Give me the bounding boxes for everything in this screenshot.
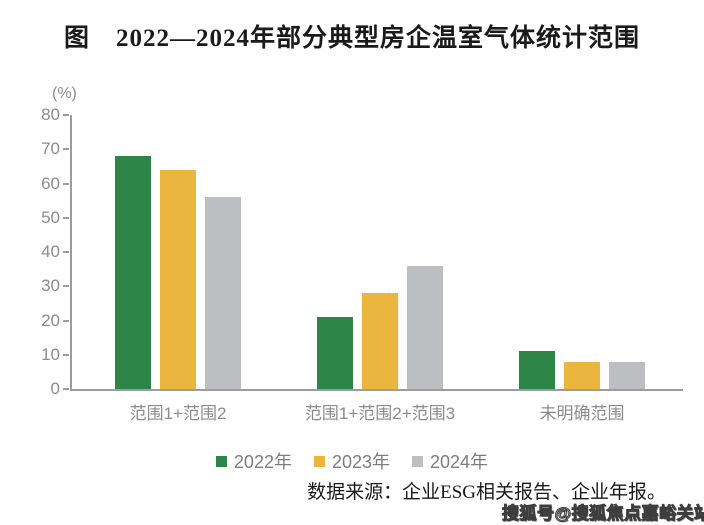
legend-label: 2022年 — [233, 452, 292, 472]
watermark: 搜狐号@搜狐焦点嘉峪关站 — [502, 504, 704, 524]
y-tick-mark — [63, 285, 69, 288]
legend-swatch-icon — [412, 455, 424, 467]
bar-2023年-范围1+范围2 — [160, 169, 196, 389]
legend-swatch-icon — [313, 455, 325, 467]
legend-label: 2024年 — [430, 452, 489, 472]
x-category-label: 范围1+范围2+范围3 — [304, 404, 456, 423]
legend-item-2024年: 2024年 — [412, 448, 488, 474]
y-tick-label: 50 — [41, 207, 60, 227]
legend-label: 2023年 — [331, 452, 391, 472]
y-tick-mark — [63, 114, 69, 116]
plot-area: 0 10 20 30 40 50 60 70 80 范围1+范围2 范围1+范围2+范围3 未明确范围 — [41, 105, 683, 423]
bar-2022年-范围1+范围2 — [115, 156, 151, 389]
bar-2024年-范围1+范围2+范围3 — [407, 265, 443, 389]
y-tick-mark — [63, 319, 69, 322]
bar-2023年-范围1+范围2+范围3 — [362, 293, 398, 389]
legend-swatch-icon — [215, 455, 227, 467]
y-tick-label: 30 — [41, 276, 60, 296]
y-tick-mark — [63, 182, 69, 185]
y-tick-mark — [63, 148, 69, 151]
y-tick-mark — [63, 251, 69, 253]
bar-2022年-范围1+范围2+范围3 — [317, 317, 353, 389]
chart-title: 图 2022—2024年部分典型房企温室气体统计范围 — [63, 25, 640, 52]
chart-legend: 2022年 2023年 2024年 — [0, 448, 704, 474]
bar-2024年-未明确范围 — [609, 361, 645, 389]
y-tick-label: 70 — [41, 139, 60, 159]
bar-2023年-未明确范围 — [564, 361, 600, 389]
legend-item-2023年: 2023年 — [313, 448, 391, 474]
bar-2024年-范围1+范围2 — [205, 197, 241, 389]
x-category-label: 未明确范围 — [539, 404, 625, 423]
y-tick-mark — [63, 388, 69, 390]
bar-2022年-未明确范围 — [519, 351, 555, 389]
y-tick-label: 80 — [41, 105, 60, 124]
y-axis-unit-label: (%) — [52, 85, 77, 102]
y-tick-label: 60 — [41, 173, 60, 193]
y-tick-mark — [63, 216, 69, 219]
x-category-label: 范围1+范围2 — [129, 404, 227, 423]
legend-item-2022年: 2022年 — [215, 448, 292, 474]
y-tick-label: 10 — [41, 344, 60, 364]
y-tick-label: 20 — [41, 310, 60, 330]
y-tick-label: 40 — [41, 242, 60, 261]
y-tick-mark — [63, 353, 69, 356]
source-note: 数据来源：企业ESG相关报告、企业年报。 — [307, 482, 666, 503]
y-tick-label: 0 — [50, 379, 60, 398]
